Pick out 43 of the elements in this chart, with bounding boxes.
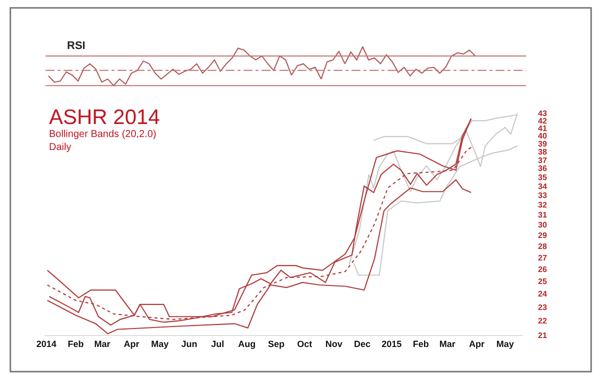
y-tick-label: 22 — [538, 316, 548, 326]
y-tick-label: 40 — [538, 132, 548, 141]
y-tick-label: 39 — [538, 139, 548, 148]
y-tick-label: 34 — [538, 182, 548, 191]
x-tick-label: Jun — [181, 339, 198, 350]
x-tick-label: 2015 — [382, 339, 402, 350]
x-tick-label: Feb — [68, 339, 84, 350]
y-tick-label: 30 — [538, 220, 548, 230]
y-tick-label: 38 — [538, 147, 548, 156]
y-tick-label: 23 — [538, 302, 548, 312]
x-tick-label: 2014 — [36, 339, 56, 350]
chart-title: ASHR 2014 — [49, 106, 160, 129]
x-tick-label: Dec — [354, 339, 371, 350]
x-tick-label: Mar — [439, 339, 456, 350]
y-tick-label: 29 — [538, 231, 548, 240]
y-tick-label: 33 — [538, 191, 548, 200]
x-tick-label: May — [496, 339, 514, 350]
text: Bollinger Bands (20,2.0) Daily — [49, 129, 156, 153]
y-tick-label: 21 — [538, 331, 548, 340]
y-tick-label: 31 — [538, 210, 548, 220]
y-tick-label: 37 — [538, 156, 548, 165]
x-tick-label: Sep — [268, 339, 285, 350]
y-tick-label: 41 — [538, 124, 548, 133]
x-tick-label: Aug — [238, 339, 256, 350]
x-tick-label: Apr — [124, 339, 140, 350]
y-tick-label: 28 — [538, 242, 548, 251]
x-tick-label: Jul — [211, 339, 224, 350]
y-tick-label: 42 — [538, 116, 548, 126]
y-tick-label: 43 — [538, 109, 548, 118]
y-tick-label: 26 — [538, 264, 548, 274]
y-tick-label: 25 — [538, 277, 548, 286]
chart-title: RSI — [67, 40, 86, 52]
x-tick-label: Mar — [94, 339, 111, 350]
y-tick-label: 24 — [538, 290, 548, 299]
x-tick-label: Apr — [468, 339, 485, 350]
y-tick-label: 27 — [538, 253, 548, 262]
x-tick-label: May — [151, 339, 169, 350]
x-tick-label: Feb — [412, 339, 430, 350]
y-tick-label: 35 — [538, 172, 548, 182]
y-tick-label: 32 — [538, 200, 548, 210]
x-tick-label: Nov — [325, 339, 342, 350]
y-tick-label: 36 — [538, 164, 548, 174]
x-tick-label: Oct — [297, 339, 312, 350]
